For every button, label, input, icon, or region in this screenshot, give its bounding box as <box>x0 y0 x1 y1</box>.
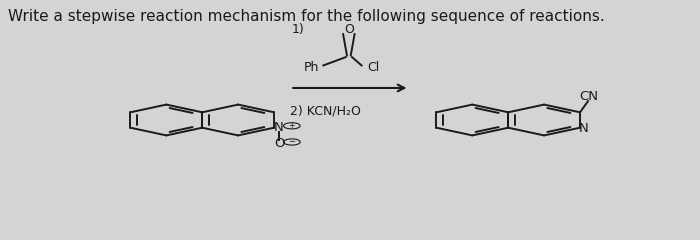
Text: 1): 1) <box>291 23 304 36</box>
Text: Ph: Ph <box>304 61 320 74</box>
Text: CN: CN <box>579 90 598 103</box>
Text: Write a stepwise reaction mechanism for the following sequence of reactions.: Write a stepwise reaction mechanism for … <box>8 8 605 24</box>
Text: O: O <box>274 138 284 150</box>
Text: Cl: Cl <box>367 61 379 74</box>
Text: N: N <box>578 122 588 135</box>
Text: O: O <box>344 23 354 36</box>
Text: −: − <box>288 138 295 146</box>
Text: N: N <box>274 121 284 134</box>
Text: 2) KCN/H₂O: 2) KCN/H₂O <box>290 104 361 117</box>
Text: +: + <box>288 121 295 130</box>
